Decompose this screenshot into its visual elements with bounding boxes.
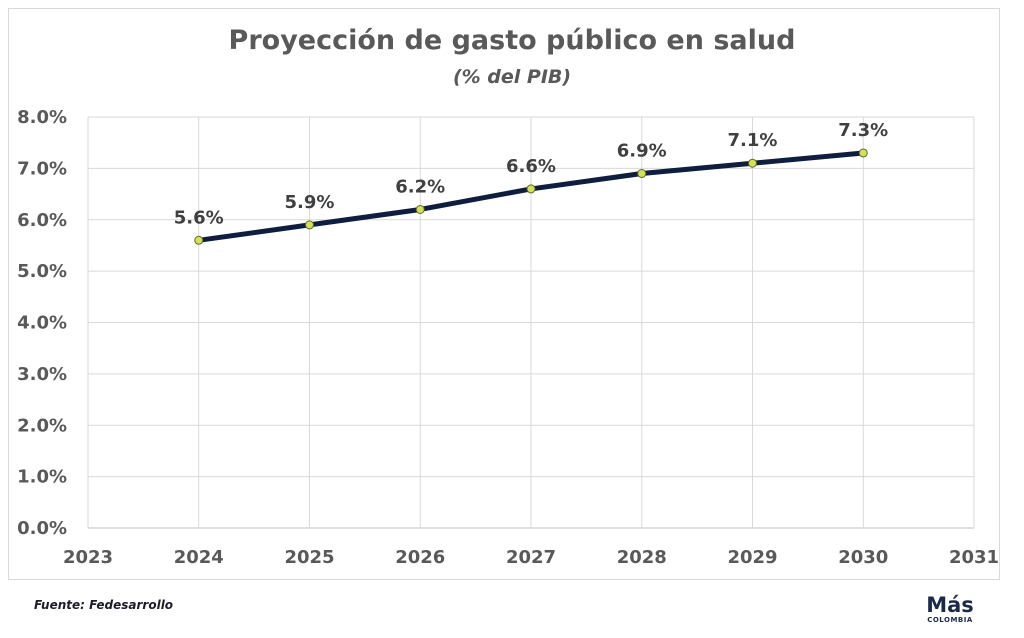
data-point (748, 158, 757, 168)
x-tick-label: 2024 (174, 547, 224, 568)
grid-lines (87, 116, 975, 529)
x-tick-label: 2031 (949, 547, 999, 568)
y-tick-label: 1.0% (17, 467, 67, 488)
x-tick-label: 2026 (395, 547, 445, 568)
y-tick-label: 7.0% (17, 158, 67, 179)
data-labels: 5.6% 5.9% 6.2% 6.6% 6.9% 7.1% 7.3% (174, 120, 888, 228)
y-tick-label: 5.0% (17, 261, 67, 282)
logo-sub-text: COLOMBIA (927, 616, 973, 624)
data-point (305, 220, 314, 230)
x-tick-label: 2029 (727, 547, 777, 568)
data-label: 5.9% (285, 192, 335, 213)
data-label: 7.1% (728, 130, 778, 151)
y-tick-label: 3.0% (17, 364, 67, 385)
y-tick-label: 8.0% (17, 107, 67, 128)
x-tick-label: 2023 (63, 547, 113, 568)
x-axis-tick-labels: 2023 2024 2025 2026 2027 2028 2029 2030 2031 (63, 547, 999, 568)
data-point (858, 148, 868, 158)
data-label: 6.6% (506, 156, 556, 177)
data-point (194, 235, 204, 245)
data-label: 5.6% (174, 207, 224, 228)
y-tick-label: 2.0% (17, 415, 67, 436)
y-tick-label: 6.0% (17, 210, 67, 231)
y-tick-label: 4.0% (17, 313, 67, 334)
data-label: 6.2% (395, 176, 445, 197)
x-tick-label: 2027 (506, 547, 556, 568)
data-point (526, 184, 536, 194)
chart-frame (8, 8, 1000, 580)
data-label: 6.9% (617, 141, 667, 162)
data-point (637, 169, 647, 179)
y-tick-label: 0.0% (17, 518, 67, 539)
chart-subtitle: (% del PIB) (453, 66, 571, 88)
x-tick-label: 2028 (617, 547, 667, 568)
logo-main-text: Más (926, 593, 974, 617)
x-tick-label: 2025 (284, 547, 334, 568)
brand-logo: Más COLOMBIA (920, 594, 980, 625)
series-line-group (194, 148, 868, 245)
x-tick-label: 2030 (838, 547, 888, 568)
y-axis-tick-labels: 0.0% 1.0% 2.0% 3.0% 4.0% 5.0% 6.0% 7.0% 8.0% (17, 107, 67, 539)
data-point (415, 204, 425, 214)
source-note: Fuente: Fedesarrollo (34, 598, 174, 612)
chart-title: Proyección de gasto público en salud (229, 25, 796, 56)
data-label: 7.3% (838, 120, 888, 141)
